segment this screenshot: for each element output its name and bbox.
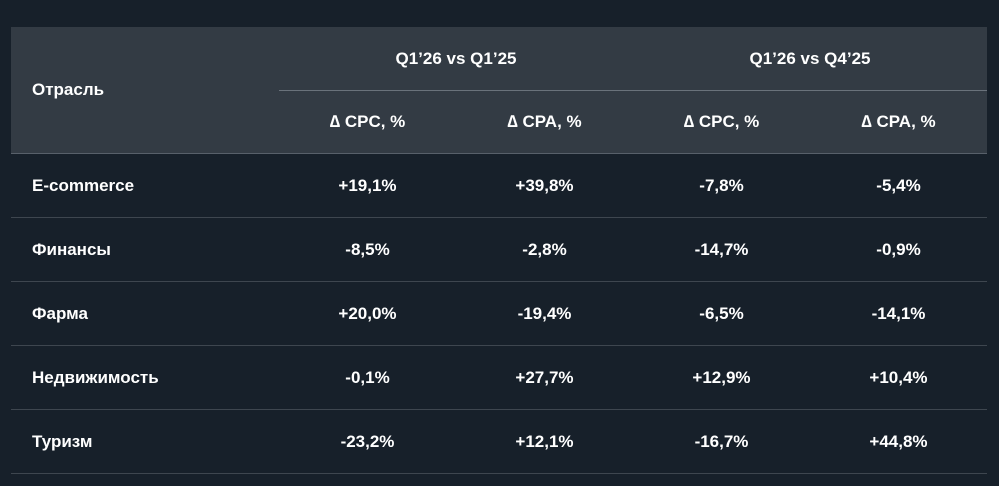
comparison-table: Отрасль Q1’26 vs Q1’25 Q1’26 vs Q4’25 ∆ … xyxy=(11,27,987,474)
value-cell: +12,1% xyxy=(515,432,574,451)
column-header-cpc-2: ∆ CPC, % xyxy=(683,112,760,131)
table-row: Финансы -8,5% -2,8% -14,7% -0,9% xyxy=(11,218,987,282)
value-cell: +19,1% xyxy=(338,176,397,195)
industry-name: Недвижимость xyxy=(32,368,159,387)
value-cell: +20,0% xyxy=(338,304,397,323)
column-group-q1-vs-q4: Q1’26 vs Q4’25 xyxy=(749,49,871,68)
value-cell: -6,5% xyxy=(699,304,744,323)
value-cell: -5,4% xyxy=(876,176,921,195)
column-header-cpa-2: ∆ CPA, % xyxy=(861,112,936,131)
value-cell: -2,8% xyxy=(522,240,567,259)
table-row: Фарма +20,0% -19,4% -6,5% -14,1% xyxy=(11,282,987,346)
industry-name: Фарма xyxy=(32,304,88,323)
value-cell: +27,7% xyxy=(515,368,574,387)
value-cell: -23,2% xyxy=(340,432,395,451)
value-cell: -19,4% xyxy=(517,304,572,323)
value-cell: +10,4% xyxy=(869,368,928,387)
value-cell: -7,8% xyxy=(699,176,744,195)
column-header-cpa-1: ∆ CPA, % xyxy=(507,112,582,131)
value-cell: +12,9% xyxy=(692,368,751,387)
value-cell: +44,8% xyxy=(869,432,928,451)
value-cell: -14,1% xyxy=(871,304,926,323)
industry-name: E-commerce xyxy=(32,176,135,195)
value-cell: -8,5% xyxy=(345,240,390,259)
value-cell: -0,9% xyxy=(876,240,921,259)
industry-name: Финансы xyxy=(32,240,111,259)
value-cell: -14,7% xyxy=(694,240,749,259)
industry-name: Туризм xyxy=(32,432,93,451)
value-cell: -16,7% xyxy=(694,432,749,451)
header-divider xyxy=(279,90,987,91)
table-row: Туризм -23,2% +12,1% -16,7% +44,8% xyxy=(11,410,987,474)
value-cell: +39,8% xyxy=(515,176,574,195)
table-row: E-commerce +19,1% +39,8% -7,8% -5,4% xyxy=(11,154,987,218)
column-group-q1-vs-q1: Q1’26 vs Q1’25 xyxy=(395,49,517,68)
value-cell: -0,1% xyxy=(345,368,390,387)
table-header: Отрасль Q1’26 vs Q1’25 Q1’26 vs Q4’25 ∆ … xyxy=(11,27,987,154)
table-row: Недвижимость -0,1% +27,7% +12,9% +10,4% xyxy=(11,346,987,410)
column-header-cpc-1: ∆ CPC, % xyxy=(329,112,406,131)
column-header-industry: Отрасль xyxy=(32,80,105,99)
